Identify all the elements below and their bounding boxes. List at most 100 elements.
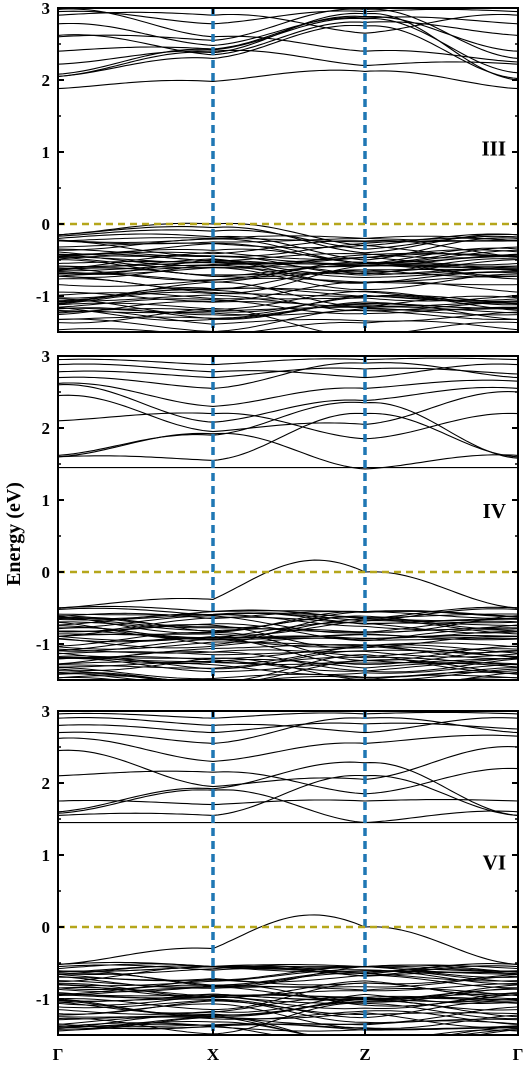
- valence-band: [58, 975, 518, 988]
- panel-frame: [57, 355, 519, 681]
- valence-band: [58, 237, 518, 243]
- valence-band: [58, 657, 518, 680]
- conduction-band: [58, 717, 518, 734]
- x-tick-label: Z: [359, 1045, 370, 1064]
- valence-band: [58, 264, 518, 294]
- valence-band: [58, 674, 518, 680]
- valence-band: [58, 242, 518, 264]
- y-tick-label: 2: [42, 71, 51, 90]
- conduction-band: [58, 21, 518, 56]
- conduction-band: [58, 799, 518, 806]
- valence-band: [58, 1022, 518, 1035]
- panel-label: VI: [483, 850, 506, 874]
- valence-band: [58, 263, 518, 283]
- valence-band: [58, 987, 518, 1004]
- panel-vi: 3 2 1 0 -1 VI: [36, 702, 519, 1036]
- panels: 3 2 1 0 -1 III 3 2 1 0 -1 IV 3 2 1 0 -1 VI: [36, 0, 519, 1036]
- conduction-band: [58, 16, 518, 46]
- bands-iv: [58, 357, 518, 680]
- conduction-band: [58, 24, 518, 80]
- y-axis-title: Energy (eV): [3, 482, 25, 586]
- valence-band: [58, 634, 518, 641]
- valence-band: [58, 993, 518, 1014]
- conduction-band: [58, 774, 518, 816]
- conduction-band: [58, 8, 518, 59]
- valence-band: [58, 648, 518, 658]
- valence-band: [58, 612, 518, 625]
- y-tick-label: -1: [36, 990, 50, 1009]
- valence-band: [58, 649, 518, 670]
- conduction-band: [58, 357, 518, 366]
- valence-band: [58, 1023, 518, 1031]
- conduction-band: [58, 379, 518, 407]
- conduction-band: [58, 49, 518, 67]
- y-tick-label: 0: [42, 918, 51, 937]
- conduction-band: [58, 789, 518, 824]
- panel-frame: [57, 7, 519, 333]
- valence-band: [58, 235, 518, 244]
- valence-band: [58, 611, 518, 629]
- valence-band: [58, 650, 518, 658]
- valence-band: [58, 616, 518, 634]
- valence-band: [58, 310, 518, 332]
- conduction-band: [58, 12, 518, 81]
- valence-band: [58, 994, 518, 1006]
- valence-band: [58, 261, 518, 283]
- ylabel-text: Energy (eV): [3, 482, 25, 586]
- valence-band: [58, 623, 518, 642]
- valence-band: [58, 634, 518, 641]
- y-tick-label: 2: [42, 774, 51, 793]
- y-tick-label: 1: [42, 846, 51, 865]
- valence-band: [58, 277, 518, 287]
- valence-band: [58, 237, 518, 257]
- y-tick-label: 1: [42, 143, 51, 162]
- conduction-band: [58, 8, 518, 25]
- conduction-band: [58, 734, 518, 762]
- y-tick-label: 3: [42, 702, 51, 721]
- valence-band: [58, 613, 518, 631]
- bands-vi: [58, 711, 518, 1035]
- conduction-band: [58, 362, 518, 389]
- valence-band: [58, 966, 518, 977]
- conduction-band: [58, 11, 518, 34]
- y-tick-label: 3: [42, 0, 51, 18]
- y-tick-label: -1: [36, 287, 50, 306]
- valence-band: [58, 307, 518, 332]
- x-tick-label: Γ: [513, 1045, 524, 1064]
- conduction-band: [58, 69, 518, 90]
- y-tick-label: 2: [42, 419, 51, 438]
- panel-iii: 3 2 1 0 -1 III: [36, 0, 519, 333]
- valence-band: [58, 641, 518, 650]
- panel-label: III: [481, 137, 506, 161]
- valence-band: [58, 605, 518, 620]
- valence-band: [58, 966, 518, 973]
- y-tick-label: 3: [42, 347, 51, 366]
- valence-band: [58, 1015, 518, 1035]
- valence-band: [58, 320, 518, 332]
- valence-band: [58, 1000, 518, 1015]
- valence-band: [58, 992, 518, 1010]
- valence-band: [58, 966, 518, 981]
- y-tick-label: 1: [42, 491, 51, 510]
- conduction-band: [58, 401, 518, 459]
- valence-band: [58, 267, 518, 279]
- valence-band: [58, 1015, 518, 1026]
- valence-band: [58, 1020, 518, 1030]
- panel-label: IV: [483, 499, 506, 523]
- conduction-band: [58, 367, 518, 379]
- valence-band: [58, 610, 518, 634]
- valence-band: [58, 303, 518, 321]
- valence-band: [58, 985, 518, 1001]
- valence-band: [58, 259, 518, 284]
- valence-band: [58, 286, 518, 304]
- conduction-band: [58, 412, 518, 440]
- y-tick-label: -1: [36, 635, 50, 654]
- conduction-band: [58, 722, 518, 734]
- valence-band: [58, 310, 518, 325]
- y-tick-label: 0: [42, 215, 51, 234]
- valence-band: [58, 1016, 518, 1035]
- valence-band: [58, 914, 518, 965]
- conduction-band: [58, 8, 518, 63]
